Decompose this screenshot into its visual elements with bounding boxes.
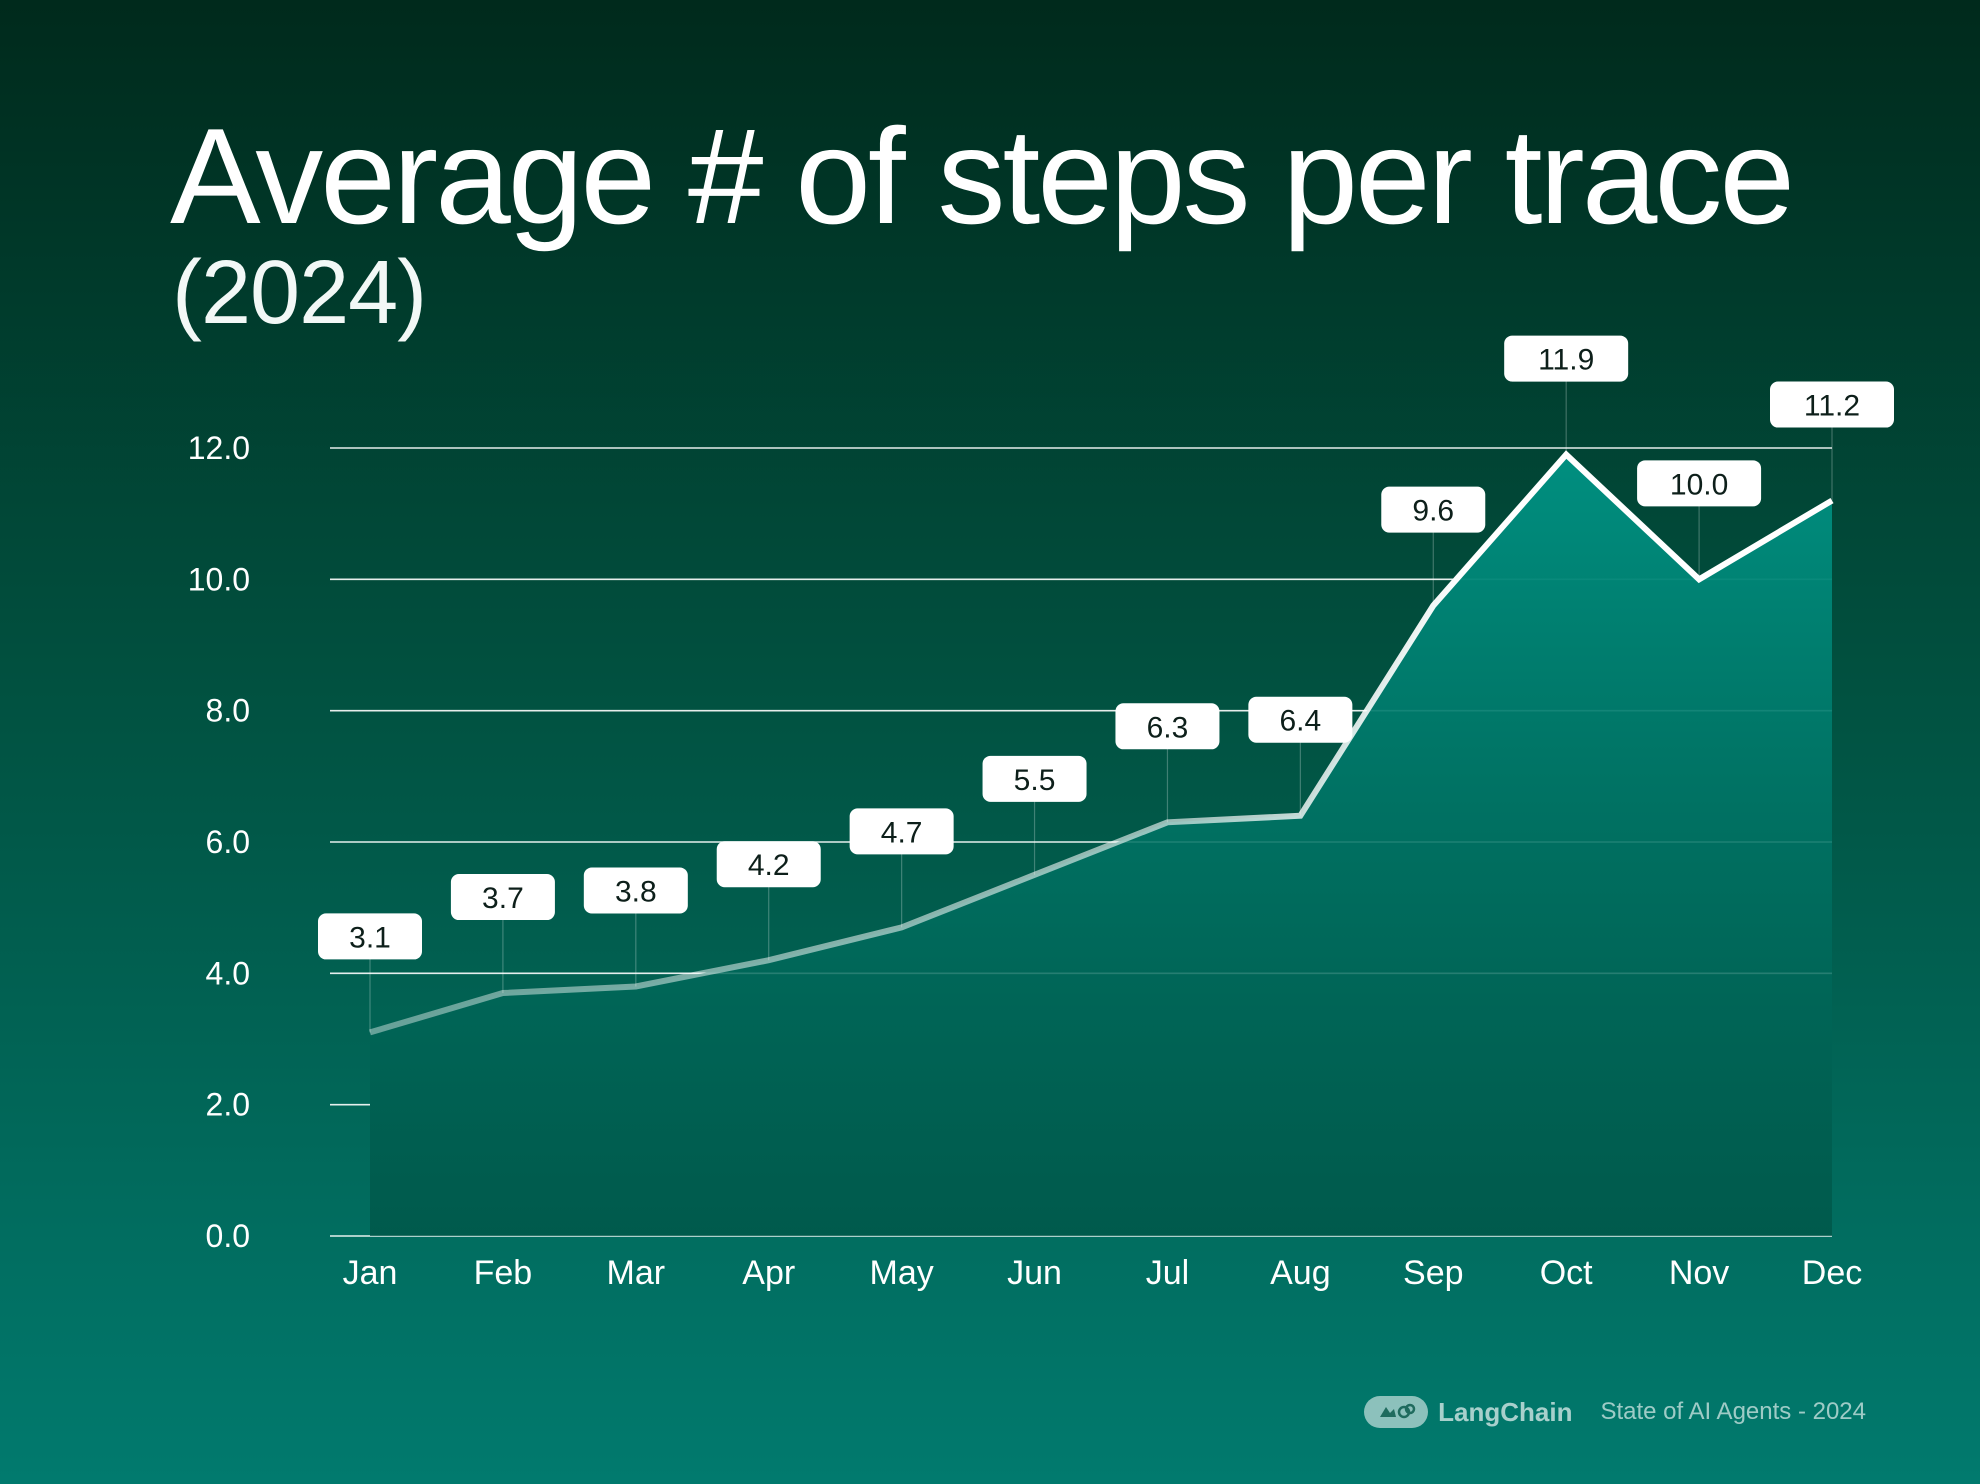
y-tick-label: 2.0 bbox=[206, 1087, 250, 1123]
chart-subtitle: (2024) bbox=[172, 243, 427, 343]
y-tick-label: 0.0 bbox=[206, 1218, 250, 1254]
langchain-logo-icon bbox=[1364, 1396, 1429, 1428]
data-label-box bbox=[716, 841, 821, 888]
y-tick-label: 12.0 bbox=[188, 430, 250, 466]
data-label: 3.8 bbox=[583, 867, 688, 914]
data-label-box bbox=[450, 874, 555, 921]
data-label-text: 9.6 bbox=[1412, 495, 1454, 528]
y-tick-label: 10.0 bbox=[188, 561, 250, 597]
data-label-text: 5.5 bbox=[1014, 764, 1056, 797]
data-label-box bbox=[1248, 696, 1353, 743]
data-label: 6.4 bbox=[1248, 696, 1353, 743]
data-label-box bbox=[1115, 703, 1220, 750]
brand-name: LangChain bbox=[1438, 1396, 1573, 1427]
data-label-box bbox=[1770, 381, 1894, 428]
x-tick-label: Jan bbox=[343, 1254, 398, 1292]
data-label: 3.7 bbox=[450, 874, 555, 921]
data-labels: 3.1 3.7 3.8 4.2 4.7 5.5 6.3 6.4 9.6 11.9 10.0 11.2 bbox=[318, 335, 1894, 960]
y-axis: 0.0 2.0 4.0 6.0 8.0 10.0 12.0 bbox=[188, 430, 250, 1254]
source-note: State of AI Agents - 2024 bbox=[1600, 1398, 1866, 1425]
y-tick-label: 4.0 bbox=[206, 955, 250, 991]
area-fill bbox=[370, 454, 1832, 1237]
data-label-box bbox=[583, 867, 688, 914]
data-label-box bbox=[849, 808, 954, 855]
data-label: 9.6 bbox=[1381, 486, 1486, 533]
x-tick-label: Mar bbox=[607, 1254, 666, 1292]
data-label-box bbox=[1504, 335, 1629, 382]
x-tick-label: Oct bbox=[1540, 1254, 1593, 1292]
area-fill-group bbox=[370, 454, 1832, 1237]
data-label-text: 6.3 bbox=[1147, 711, 1189, 744]
data-label-text: 4.7 bbox=[881, 816, 923, 849]
data-label: 5.5 bbox=[982, 755, 1087, 802]
data-label: 10.0 bbox=[1637, 460, 1762, 507]
data-label-text: 3.8 bbox=[615, 875, 657, 908]
x-tick-label: Apr bbox=[742, 1254, 795, 1292]
y-tick-label: 6.0 bbox=[206, 824, 250, 860]
data-label: 11.9 bbox=[1504, 335, 1629, 382]
x-tick-label: Sep bbox=[1403, 1254, 1464, 1292]
data-label-text: 11.2 bbox=[1804, 390, 1860, 423]
series-line bbox=[369, 450, 1834, 1036]
x-tick-label: May bbox=[870, 1254, 934, 1292]
series-line-group bbox=[369, 450, 1834, 1036]
data-label-text: 6.4 bbox=[1280, 705, 1322, 738]
x-tick-label: Jun bbox=[1007, 1254, 1062, 1292]
data-label-text: 4.2 bbox=[748, 849, 790, 882]
chart-title: Average # of steps per trace bbox=[170, 100, 1795, 252]
footer: LangChain State of AI Agents - 2024 bbox=[1364, 1396, 1866, 1428]
x-axis: Jan Feb Mar Apr May Jun Jul Aug Sep Oct Nov Dec bbox=[343, 1254, 1863, 1292]
x-tick-label: Feb bbox=[474, 1254, 533, 1292]
data-label: 11.2 bbox=[1770, 381, 1894, 428]
y-tick-label: 8.0 bbox=[206, 693, 250, 729]
brand: LangChain bbox=[1364, 1396, 1572, 1428]
data-label-box bbox=[1381, 486, 1486, 533]
data-label-text: 10.0 bbox=[1670, 468, 1728, 501]
data-label-box bbox=[1637, 460, 1762, 507]
data-label-text: 11.9 bbox=[1538, 344, 1594, 377]
data-label: 4.7 bbox=[849, 808, 954, 855]
x-tick-label: Dec bbox=[1802, 1254, 1862, 1292]
data-label-text: 3.7 bbox=[482, 882, 524, 915]
label-stems bbox=[369, 380, 1833, 1033]
data-label: 6.3 bbox=[1115, 703, 1220, 750]
data-label-box bbox=[318, 913, 422, 960]
x-tick-label: Nov bbox=[1669, 1254, 1729, 1292]
x-tick-label: Aug bbox=[1270, 1254, 1331, 1292]
data-label-box bbox=[982, 755, 1087, 802]
data-label-text: 3.1 bbox=[349, 921, 391, 954]
data-label: 4.2 bbox=[716, 841, 821, 888]
x-tick-label: Jul bbox=[1146, 1254, 1189, 1292]
data-label: 3.1 bbox=[318, 913, 422, 960]
